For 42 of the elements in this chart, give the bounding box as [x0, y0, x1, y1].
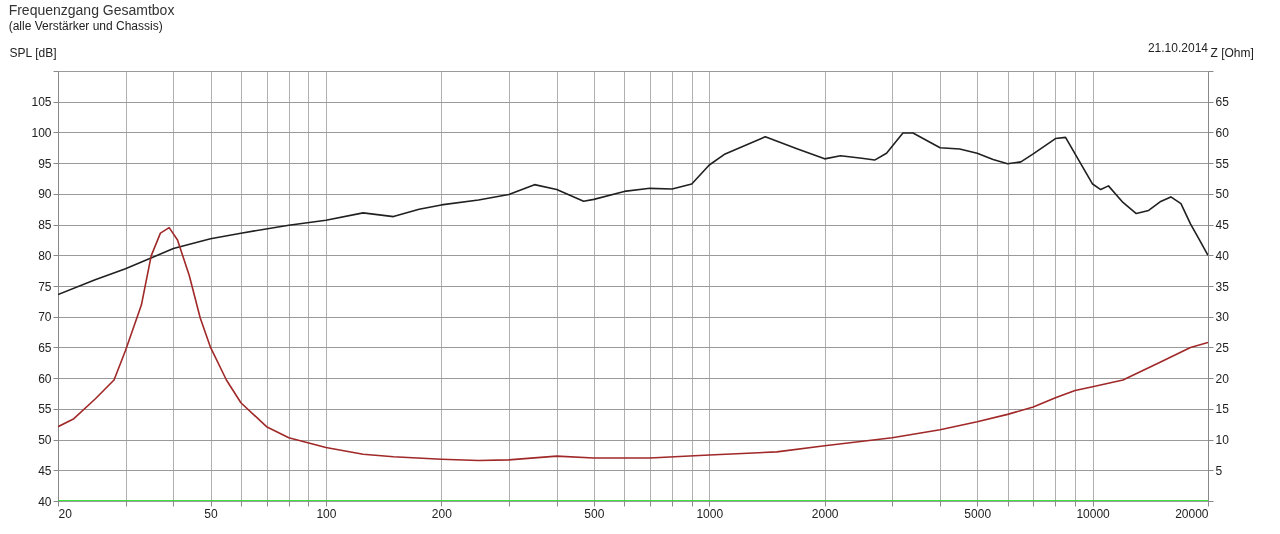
- y2-tick-label: 40: [1215, 248, 1230, 263]
- chart-subtitle: (alle Verstärker und Chassis): [8, 19, 163, 33]
- x-tick-label: 2000: [811, 506, 839, 521]
- y-axis-title: SPL [dB]: [9, 45, 57, 60]
- x-tick-label: 20000: [1175, 506, 1209, 521]
- y-tick-label: 100: [31, 125, 52, 140]
- y2-tick-label: 5: [1215, 463, 1223, 478]
- y2-tick-label: 25: [1215, 340, 1230, 355]
- y-tick-label: 65: [38, 340, 52, 355]
- x-tick-label: 200: [431, 506, 453, 521]
- y2-tick-label: 35: [1215, 279, 1230, 294]
- y2-tick-label: 10: [1215, 433, 1230, 448]
- x-tick-label: 5000: [964, 506, 992, 521]
- y2-tick-label: 55: [1215, 156, 1230, 171]
- x-tick-label: 10000: [1076, 506, 1111, 521]
- y2-tick-label: 45: [1215, 218, 1230, 233]
- y2-tick-label: 15: [1215, 402, 1230, 417]
- chart-title: Frequenzgang Gesamtbox: [8, 2, 175, 18]
- y-tick-label: 75: [38, 279, 52, 294]
- y-tick-label: 90: [38, 187, 52, 202]
- y-tick-label: 95: [38, 156, 52, 171]
- y-tick-label: 60: [38, 371, 52, 386]
- x-tick-label: 100: [316, 506, 337, 521]
- y-tick-label: 85: [38, 218, 52, 233]
- y-tick-label: 40: [38, 494, 52, 509]
- y2-tick-label: 60: [1215, 125, 1230, 140]
- x-tick-label: 1000: [696, 506, 724, 521]
- y-tick-label: 80: [38, 248, 52, 263]
- y2-axis-title: Z [Ohm]: [1210, 45, 1254, 60]
- y2-tick-label: 30: [1215, 310, 1230, 325]
- y-tick-label: 45: [38, 463, 52, 478]
- y2-tick-label: 20: [1215, 371, 1230, 386]
- y-tick-label: 55: [38, 402, 52, 417]
- y-tick-label: 50: [38, 433, 52, 448]
- x-tick-label: 500: [584, 506, 605, 521]
- text: 21.10.2014: [1147, 41, 1209, 55]
- y2-tick-label: 65: [1215, 95, 1230, 110]
- y-tick-label: 105: [31, 95, 52, 110]
- x-tick-label: 50: [204, 506, 219, 521]
- x-tick-label: 20: [58, 506, 73, 521]
- y2-tick-label: 50: [1215, 187, 1230, 202]
- y-tick-label: 70: [38, 310, 52, 325]
